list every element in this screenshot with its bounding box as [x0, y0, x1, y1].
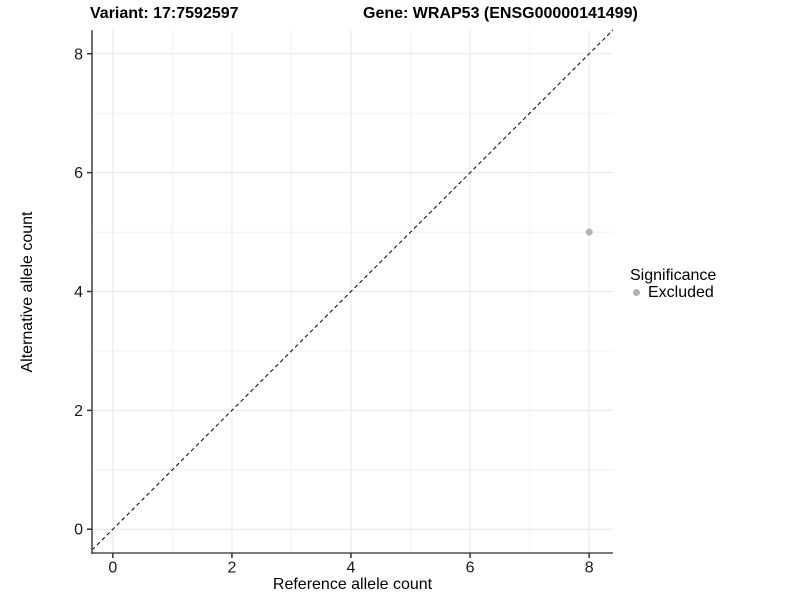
- legend-point-icon: [633, 289, 640, 296]
- legend-title: Significance: [630, 267, 717, 284]
- x-tick-label: 6: [466, 559, 475, 576]
- legend-entry-label: Excluded: [648, 284, 714, 301]
- gene-title: Gene: WRAP53 (ENSG00000141499): [363, 5, 638, 22]
- x-tick-label: 2: [227, 559, 236, 576]
- x-axis-title: Reference allele count: [272, 576, 433, 593]
- y-tick-label: 2: [74, 403, 83, 420]
- legend-entry: Excluded: [630, 284, 716, 301]
- x-tick-label: 0: [108, 559, 117, 576]
- y-tick-label: 8: [74, 46, 83, 63]
- x-tick-label: 4: [347, 559, 356, 576]
- x-tick-label: 8: [585, 559, 594, 576]
- variant-title: Variant: 17:7592597: [90, 5, 239, 22]
- y-tick-label: 0: [74, 522, 83, 539]
- y-tick-label: 4: [74, 284, 83, 301]
- legend: Significance Excluded: [630, 267, 716, 301]
- y-axis-title: Alternative allele count: [19, 211, 36, 373]
- y-tick-label: 6: [74, 165, 83, 182]
- identity-line: [91, 29, 614, 551]
- data-point: [585, 228, 593, 236]
